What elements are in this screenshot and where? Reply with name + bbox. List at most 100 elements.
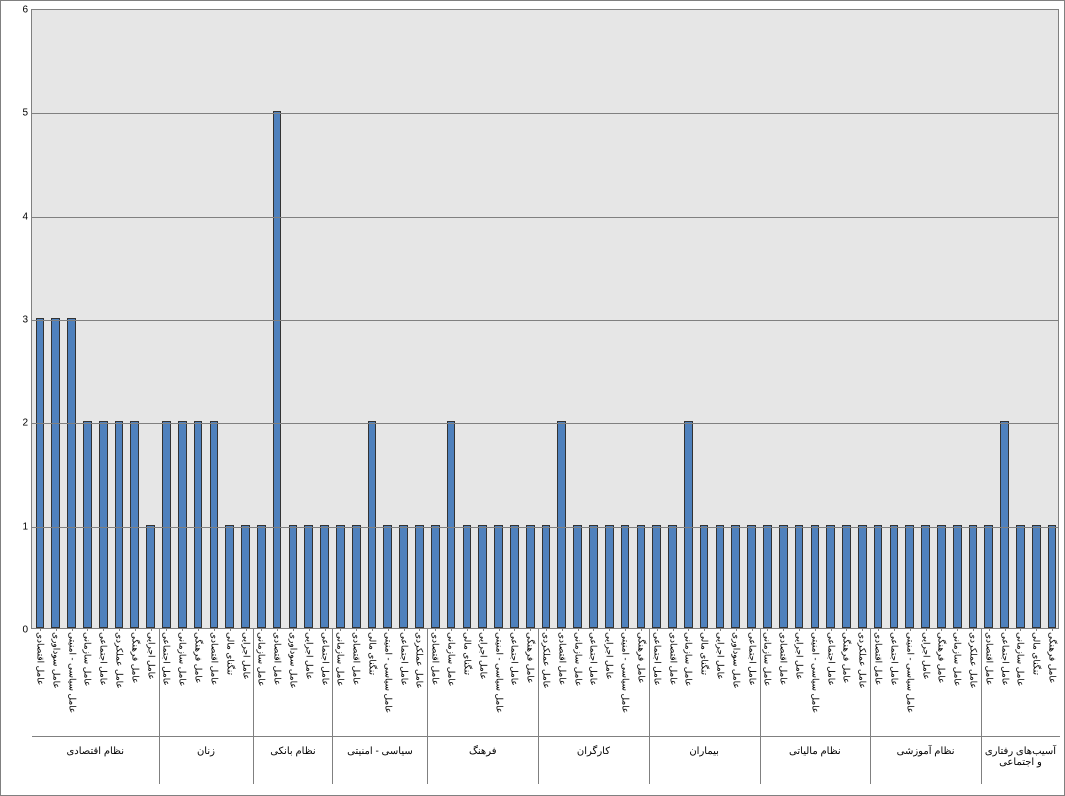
x-tick-label: عامل اجتماعی	[509, 632, 520, 686]
bar	[304, 525, 313, 628]
x-tick	[578, 628, 579, 631]
bar	[937, 525, 946, 628]
x-tick	[230, 628, 231, 631]
group-divider	[870, 628, 871, 784]
x-tick-label: عامل اقتصادی	[778, 632, 789, 685]
bar	[67, 318, 76, 628]
bar	[700, 525, 709, 628]
x-tick	[40, 628, 41, 631]
y-tick-label: 5	[22, 108, 32, 119]
x-tick-label: عامل اقتصادی	[430, 632, 441, 685]
group-label: زنان	[161, 746, 252, 757]
x-tick-label: عامل اقتصادی	[556, 632, 567, 685]
x-tick	[641, 628, 642, 631]
group-underline	[427, 736, 538, 737]
bar	[36, 318, 45, 628]
x-tick	[767, 628, 768, 631]
bar	[478, 525, 487, 628]
x-tick	[894, 628, 895, 631]
x-tick	[325, 628, 326, 631]
x-tick	[609, 628, 610, 631]
bar	[858, 525, 867, 628]
bar	[621, 525, 630, 628]
x-tick-label: عامل عملکردی	[113, 632, 124, 689]
x-tick	[340, 628, 341, 631]
x-tick	[530, 628, 531, 631]
bar	[431, 525, 440, 628]
x-tick	[419, 628, 420, 631]
bar	[130, 421, 139, 628]
x-tick	[467, 628, 468, 631]
x-tick-label: عامل اجتماعی	[651, 632, 662, 686]
x-tick	[720, 628, 721, 631]
x-tick-label: عامل فرهنگی	[525, 632, 536, 683]
bar	[747, 525, 756, 628]
x-tick-label: عامل اجتماعی	[319, 632, 330, 686]
x-tick-label: عامل سازمانی	[762, 632, 773, 686]
x-tick-label: عامل اقتصادی	[983, 632, 994, 685]
x-tick	[483, 628, 484, 631]
bar	[146, 525, 155, 628]
x-tick-label: عامل اجرایی	[714, 632, 725, 680]
x-tick	[910, 628, 911, 631]
x-tick-label: عامل اجتماعی	[588, 632, 599, 686]
group-label: بیماران	[651, 746, 758, 757]
y-tick-label: 1	[22, 521, 32, 532]
bar	[383, 525, 392, 628]
x-tick-label: عامل سیاسی - امنیتی	[382, 632, 393, 713]
x-tick-label: عامل اجرایی	[794, 632, 805, 680]
x-tick-label: عامل اجرایی	[240, 632, 251, 680]
y-tick-label: 4	[22, 211, 32, 222]
bar	[652, 525, 661, 628]
bar	[905, 525, 914, 628]
group-divider	[981, 628, 982, 784]
x-tick	[277, 628, 278, 631]
x-tick-label: عامل سیاسی - امنیتی	[809, 632, 820, 713]
x-tick-label: عامل اجرایی	[477, 632, 488, 680]
group-divider	[332, 628, 333, 784]
bar	[795, 525, 804, 628]
bar	[320, 525, 329, 628]
x-tick-label: عامل اقتصادی	[34, 632, 45, 685]
bar	[716, 525, 725, 628]
x-tick	[1036, 628, 1037, 631]
x-tick-label: تنگنای مالی	[224, 632, 235, 675]
x-tick-label: عامل عملکردی	[414, 632, 425, 689]
x-tick-label: عامل فرهنگی	[841, 632, 852, 683]
x-tick	[72, 628, 73, 631]
x-tick-label: عامل سازمانی	[1015, 632, 1026, 686]
bar	[447, 421, 456, 628]
x-tick	[546, 628, 547, 631]
gridline	[32, 113, 1058, 114]
x-tick-label: عامل اجرایی	[604, 632, 615, 680]
bar	[953, 525, 962, 628]
group-label: سیاسی - امنیتی	[334, 746, 425, 757]
x-tick-label: تنگنای مالی	[699, 632, 710, 675]
group-divider	[427, 628, 428, 784]
x-tick-label: تنگنای مالی	[367, 632, 378, 675]
x-tick	[261, 628, 262, 631]
x-tick	[435, 628, 436, 631]
x-tick	[372, 628, 373, 631]
chart-frame: عامل اقتصادی عامل سوداوری عامل سیاسی - امن…	[0, 0, 1065, 796]
bar	[779, 525, 788, 628]
x-tick	[973, 628, 974, 631]
gridline	[32, 423, 1058, 424]
x-tick-label: عامل عملکردی	[968, 632, 979, 689]
x-tick	[989, 628, 990, 631]
x-tick	[246, 628, 247, 631]
x-tick-label: عامل سازمانی	[952, 632, 963, 686]
group-underline	[870, 736, 981, 737]
x-tick	[56, 628, 57, 631]
x-tick	[103, 628, 104, 631]
x-tick-label: عامل عملکردی	[541, 632, 552, 689]
group-divider	[159, 628, 160, 784]
group-divider	[760, 628, 761, 784]
group-label: نظام بانکی	[255, 746, 330, 757]
y-tick-label: 2	[22, 418, 32, 429]
x-tick-label: عامل سوداوری	[287, 632, 298, 689]
bar	[1000, 421, 1009, 628]
x-tick	[625, 628, 626, 631]
x-tick	[182, 628, 183, 631]
x-tick-label: عامل سازمانی	[256, 632, 267, 686]
